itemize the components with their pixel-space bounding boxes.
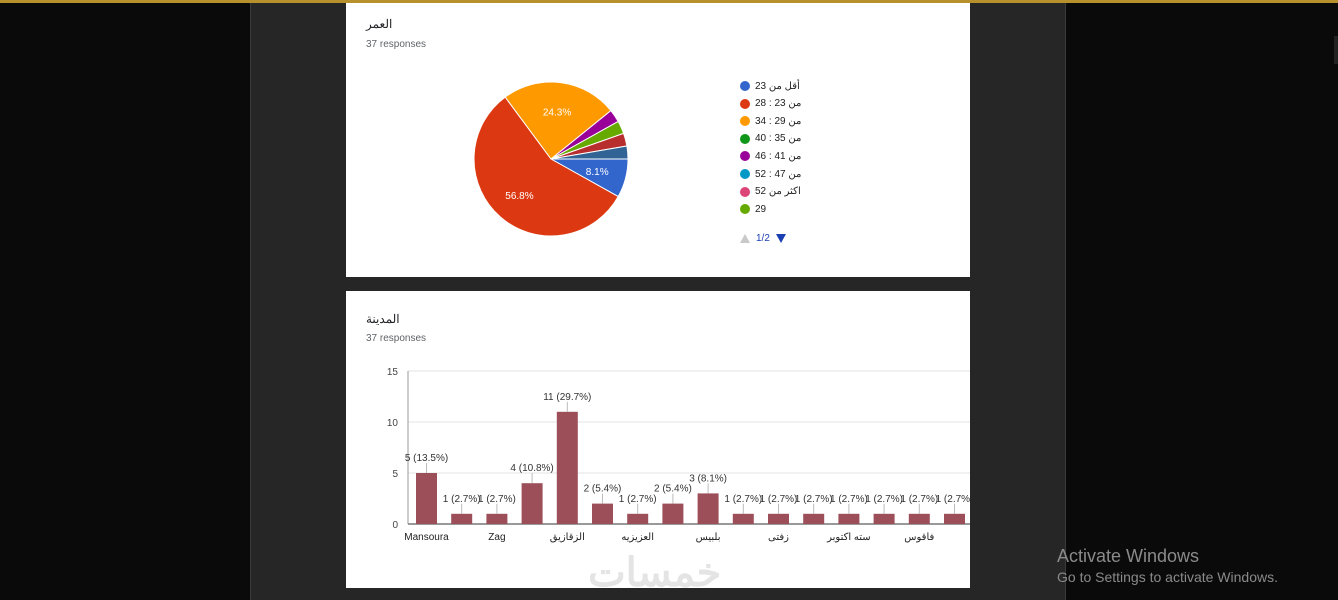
legend-item[interactable]: من 29 : 34 xyxy=(740,114,801,128)
bar[interactable] xyxy=(768,513,789,524)
legend-swatch xyxy=(740,151,750,162)
x-tick-label: العزيزيه xyxy=(621,532,654,543)
legend-label: من 35 : 40 xyxy=(755,133,802,145)
legend-swatch xyxy=(740,169,750,179)
data-label: 1 (2.7%) xyxy=(830,494,868,505)
legend-swatch xyxy=(740,98,750,109)
response-count: 37 responses xyxy=(366,39,427,50)
age-pie-chart: 8.1% 56.8% 24.3% xyxy=(473,81,629,237)
bar[interactable] xyxy=(451,513,473,524)
response-count: 37 responses xyxy=(366,333,427,344)
x-tick-label: الزقازيق xyxy=(550,532,585,543)
bar[interactable] xyxy=(592,503,613,524)
page-indicator: 1/2 xyxy=(756,233,770,244)
legend-swatch xyxy=(740,204,750,215)
data-label: 11 (29.7%) xyxy=(543,392,591,403)
bar[interactable] xyxy=(873,513,895,524)
legend-swatch xyxy=(740,186,750,197)
x-tick-label: Zag xyxy=(488,532,505,543)
legend-swatch xyxy=(740,81,750,91)
legend-item[interactable]: من 41 : 46 xyxy=(740,149,801,163)
x-tick-label: Mansoura xyxy=(404,532,449,543)
legend-label: من 41 : 46 xyxy=(755,150,802,162)
x-tick-label: بلبيس xyxy=(696,532,721,543)
legend-item[interactable]: من 23 : 28 xyxy=(740,97,801,111)
data-label: 1 (2.7%) xyxy=(478,494,516,505)
pie-slice[interactable] xyxy=(550,145,629,160)
pie-slice-label: 56.8% xyxy=(505,191,533,202)
legend-label: من 23 : 28 xyxy=(755,98,802,110)
bar[interactable] xyxy=(486,513,508,524)
y-tick-label: 5 xyxy=(392,469,398,480)
data-label: 1 (2.7%) xyxy=(443,494,481,505)
y-tick-label: 10 xyxy=(387,418,399,429)
data-label: 1 (2.7%) xyxy=(619,494,657,505)
data-label: 1 (2.7%) xyxy=(865,494,903,505)
data-label: 1 (2.7%) xyxy=(724,494,762,505)
x-tick-label: سته اكتوبر xyxy=(826,532,871,543)
data-label: 3 (8.1%) xyxy=(689,473,727,484)
pie-slice[interactable] xyxy=(473,96,619,237)
x-tick-label: فاقوس xyxy=(904,532,934,543)
bar[interactable] xyxy=(662,503,684,524)
legend-pager: 1/2 xyxy=(740,233,786,244)
bar[interactable] xyxy=(732,513,754,524)
data-label: 1 (2.7%) xyxy=(936,494,970,505)
legend-item[interactable]: من 35 : 40 xyxy=(740,132,801,146)
watermark-logo: خمسات xyxy=(588,551,722,595)
bar[interactable] xyxy=(556,411,578,524)
card-title: العمر xyxy=(366,17,393,31)
legend-item[interactable]: اكثر من 52 xyxy=(740,185,801,199)
data-label: 1 (2.7%) xyxy=(760,494,798,505)
y-tick-label: 0 xyxy=(392,520,398,531)
legend-label: من 29 : 34 xyxy=(755,115,802,127)
pie-slice-label: 8.1% xyxy=(586,167,609,178)
data-label: 1 (2.7%) xyxy=(900,494,938,505)
activate-title: Activate Windows xyxy=(1057,546,1200,566)
legend-swatch xyxy=(740,116,750,127)
legend-swatch xyxy=(740,133,750,144)
legend-label: أقل من 23 xyxy=(755,80,800,92)
data-label: 4 (10.8%) xyxy=(510,463,553,474)
bar[interactable] xyxy=(521,483,543,524)
data-label: 2 (5.4%) xyxy=(654,484,692,495)
pie-slice-label: 24.3% xyxy=(543,108,571,119)
data-label: 2 (5.4%) xyxy=(584,484,622,495)
y-tick-label: 15 xyxy=(387,367,399,378)
legend-label: 29 xyxy=(755,203,767,215)
bar[interactable] xyxy=(944,513,965,524)
x-tick-label: زفتى xyxy=(768,532,789,543)
legend-label: من 47 : 52 xyxy=(755,168,802,180)
bar[interactable] xyxy=(697,493,719,524)
bar[interactable] xyxy=(908,513,930,524)
scrollbar-edge[interactable] xyxy=(1334,36,1338,64)
bar[interactable] xyxy=(627,513,649,524)
legend-item[interactable]: أقل من 23 xyxy=(740,79,800,93)
legend-label: اكثر من 52 xyxy=(755,186,801,198)
previous-page-icon[interactable] xyxy=(740,234,750,243)
bar[interactable] xyxy=(838,513,860,524)
pie-slice[interactable] xyxy=(504,81,612,160)
legend-item[interactable]: 29 xyxy=(740,202,766,216)
next-page-icon[interactable] xyxy=(775,234,786,243)
city-question-card: المدينة 37 responses 0 5 10 15 5 (13.5%) 1 (2… xyxy=(346,291,970,588)
card-title: المدينة xyxy=(366,312,400,326)
age-question-card: العمر 37 responses 8.1% 56.8% 24.3% أقل من… xyxy=(346,3,970,277)
bar[interactable] xyxy=(803,513,825,524)
data-label: 5 (13.5%) xyxy=(405,453,448,464)
legend-item[interactable]: من 47 : 52 xyxy=(740,167,801,181)
activate-subtitle: Go to Settings to activate Windows. xyxy=(1057,569,1278,585)
data-label: 1 (2.7%) xyxy=(795,494,833,505)
activate-windows-notice: Activate Windows Go to Settings to activ… xyxy=(1057,546,1278,585)
bar[interactable] xyxy=(416,473,437,524)
top-accent-line xyxy=(0,0,1338,3)
